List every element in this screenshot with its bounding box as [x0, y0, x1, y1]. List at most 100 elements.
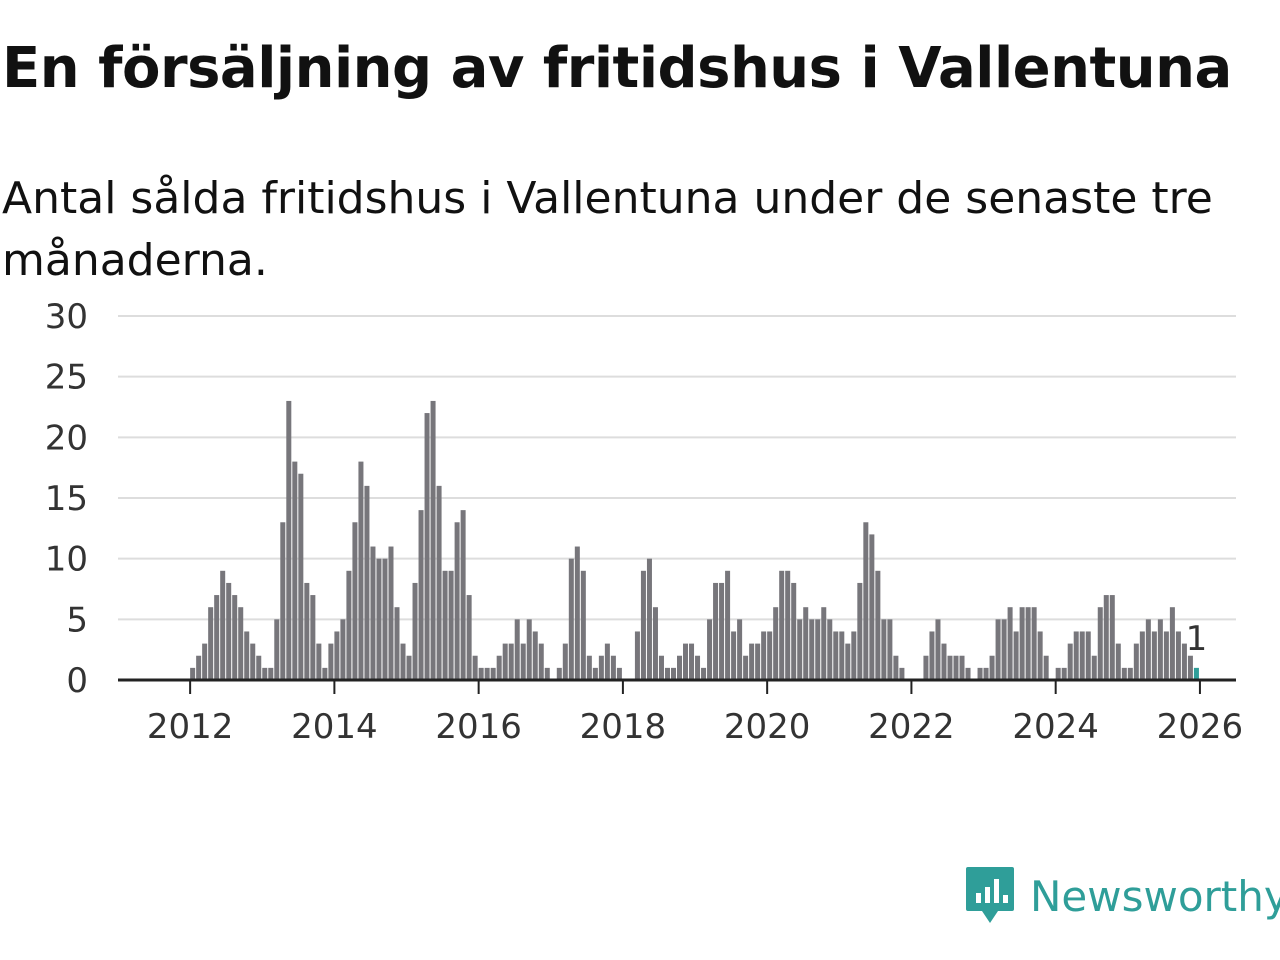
bar	[388, 546, 394, 680]
bar	[923, 655, 929, 680]
bar	[779, 570, 785, 680]
bar	[1091, 655, 1097, 680]
bar	[965, 667, 971, 680]
bar	[616, 667, 622, 680]
x-tick-label: 2024	[1012, 707, 1099, 747]
bar	[202, 643, 208, 680]
bar	[767, 631, 773, 680]
bar	[1151, 631, 1157, 680]
bar	[947, 655, 953, 680]
bar	[484, 667, 490, 680]
bar	[851, 631, 857, 680]
bar	[1169, 607, 1175, 680]
bar	[514, 619, 520, 680]
bar	[995, 619, 1001, 680]
bar	[508, 643, 514, 680]
bar	[1163, 631, 1169, 680]
bar	[1127, 667, 1133, 680]
bar	[893, 655, 899, 680]
bar	[220, 570, 226, 680]
bar	[857, 582, 863, 680]
bar	[953, 655, 959, 680]
bar	[370, 546, 376, 680]
bar	[1073, 631, 1079, 680]
bar	[935, 619, 941, 680]
bar	[352, 522, 358, 680]
bar	[586, 655, 592, 680]
bar	[670, 667, 676, 680]
bar	[731, 631, 737, 680]
bar	[562, 643, 568, 680]
bar	[466, 595, 472, 680]
bar	[869, 534, 875, 680]
bar	[1067, 643, 1073, 680]
bar	[658, 655, 664, 680]
bar	[418, 510, 424, 680]
bar	[845, 643, 851, 680]
bar	[208, 607, 214, 680]
bar	[496, 655, 502, 680]
bar	[977, 667, 983, 680]
bar	[821, 607, 827, 680]
bar	[196, 655, 202, 680]
chart-subtitle: Antal sålda fritidshus i Vallentuna unde…	[2, 173, 1213, 286]
x-tick-label: 2022	[868, 707, 955, 747]
bar	[382, 558, 388, 680]
bar	[376, 558, 382, 680]
bar	[190, 667, 196, 680]
bar	[502, 643, 508, 680]
bar	[737, 619, 743, 680]
y-tick-label: 25	[45, 358, 88, 398]
bar	[833, 631, 839, 680]
bar	[226, 582, 232, 680]
bar	[604, 643, 610, 680]
bar	[1085, 631, 1091, 680]
bar	[454, 522, 460, 680]
bar	[460, 510, 466, 680]
bar	[334, 631, 340, 680]
bar	[1025, 607, 1031, 680]
bar	[238, 607, 244, 680]
brand-logo: Newsworthy	[964, 864, 1280, 928]
bar	[532, 631, 538, 680]
bar	[268, 667, 274, 680]
bar	[1145, 619, 1151, 680]
bar	[959, 655, 965, 680]
bar	[1037, 631, 1043, 680]
y-tick-label: 15	[45, 479, 88, 519]
bar	[580, 570, 586, 680]
bar	[791, 582, 797, 680]
bar	[1115, 643, 1121, 680]
bar	[1121, 667, 1127, 680]
bar	[1157, 619, 1163, 680]
bar	[677, 655, 683, 680]
bar	[310, 595, 316, 680]
bar	[346, 570, 352, 680]
bar	[520, 643, 526, 680]
bar	[689, 643, 695, 680]
bar	[280, 522, 286, 680]
bar	[881, 619, 887, 680]
bar	[1103, 595, 1109, 680]
bar	[256, 655, 262, 680]
bar	[664, 667, 670, 680]
bar	[875, 570, 881, 680]
bar	[701, 667, 707, 680]
bar	[1001, 619, 1007, 680]
bar	[472, 655, 478, 680]
bar	[899, 667, 905, 680]
brand-name: Newsworthy	[1030, 871, 1280, 921]
bar	[328, 643, 334, 680]
bar	[1031, 607, 1037, 680]
bar	[827, 619, 833, 680]
bar	[941, 643, 947, 680]
bar	[442, 570, 448, 680]
bar	[316, 643, 322, 680]
x-tick-label: 2016	[435, 707, 522, 747]
bar	[412, 582, 418, 680]
y-tick-label: 20	[45, 418, 88, 458]
bar	[695, 655, 701, 680]
bar	[292, 461, 298, 680]
bar	[364, 485, 370, 680]
bar	[1019, 607, 1025, 680]
